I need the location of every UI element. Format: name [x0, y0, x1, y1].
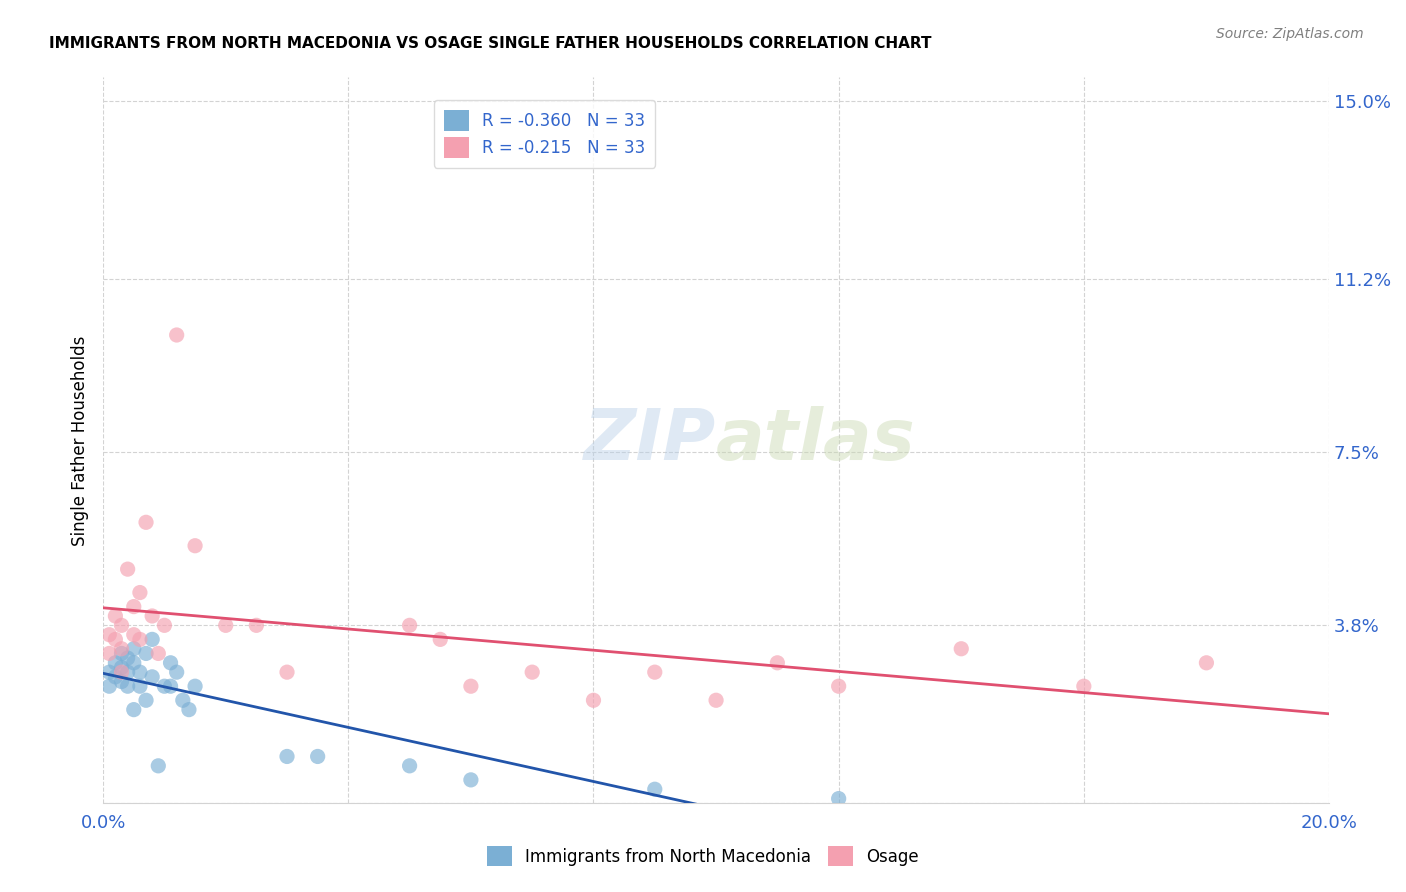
Point — [950, 641, 973, 656]
Point — [1073, 679, 1095, 693]
Point — [184, 539, 207, 553]
Point — [276, 749, 298, 764]
Point — [166, 328, 188, 343]
Text: atlas: atlas — [716, 406, 915, 475]
Point — [117, 562, 139, 576]
Legend: R = -0.360   N = 33, R = -0.215   N = 33: R = -0.360 N = 33, R = -0.215 N = 33 — [433, 100, 655, 168]
Point — [245, 618, 267, 632]
Point — [159, 656, 181, 670]
Point — [827, 679, 849, 693]
Point — [135, 693, 157, 707]
Point — [644, 665, 666, 680]
Point — [148, 759, 170, 773]
Point — [135, 647, 157, 661]
Point — [122, 628, 145, 642]
Text: Source: ZipAtlas.com: Source: ZipAtlas.com — [1216, 27, 1364, 41]
Point — [429, 632, 451, 647]
Point — [98, 665, 121, 680]
Point — [104, 632, 127, 647]
Point — [117, 665, 139, 680]
Point — [148, 647, 170, 661]
Point — [766, 656, 789, 670]
Point — [172, 693, 194, 707]
Point — [129, 679, 152, 693]
Point — [110, 618, 132, 632]
Point — [135, 516, 157, 530]
Point — [122, 641, 145, 656]
Point — [1195, 656, 1218, 670]
Point — [104, 670, 127, 684]
Point — [141, 609, 163, 624]
Point — [104, 656, 127, 670]
Point — [122, 703, 145, 717]
Text: IMMIGRANTS FROM NORTH MACEDONIA VS OSAGE SINGLE FATHER HOUSEHOLDS CORRELATION CH: IMMIGRANTS FROM NORTH MACEDONIA VS OSAGE… — [49, 36, 932, 51]
Point — [122, 656, 145, 670]
Point — [129, 585, 152, 599]
Point — [153, 618, 176, 632]
Point — [307, 749, 329, 764]
Legend: Immigrants from North Macedonia, Osage: Immigrants from North Macedonia, Osage — [478, 838, 928, 875]
Point — [398, 618, 420, 632]
Point — [141, 670, 163, 684]
Point — [177, 703, 200, 717]
Point — [98, 647, 121, 661]
Point — [276, 665, 298, 680]
Point — [98, 679, 121, 693]
Point — [159, 679, 181, 693]
Point — [117, 679, 139, 693]
Point — [104, 609, 127, 624]
Point — [827, 791, 849, 805]
Point — [110, 665, 132, 680]
Point — [398, 759, 420, 773]
Text: ZIP: ZIP — [583, 406, 716, 475]
Point — [129, 632, 152, 647]
Point — [141, 632, 163, 647]
Point — [582, 693, 605, 707]
Y-axis label: Single Father Households: Single Father Households — [72, 335, 89, 546]
Point — [153, 679, 176, 693]
Point — [98, 628, 121, 642]
Point — [117, 651, 139, 665]
Point — [522, 665, 544, 680]
Point — [110, 660, 132, 674]
Point — [184, 679, 207, 693]
Point — [166, 665, 188, 680]
Point — [129, 665, 152, 680]
Point — [110, 647, 132, 661]
Point — [110, 641, 132, 656]
Point — [215, 618, 238, 632]
Point — [122, 599, 145, 614]
Point — [460, 772, 482, 787]
Point — [704, 693, 727, 707]
Point — [460, 679, 482, 693]
Point — [644, 782, 666, 797]
Point — [110, 674, 132, 689]
